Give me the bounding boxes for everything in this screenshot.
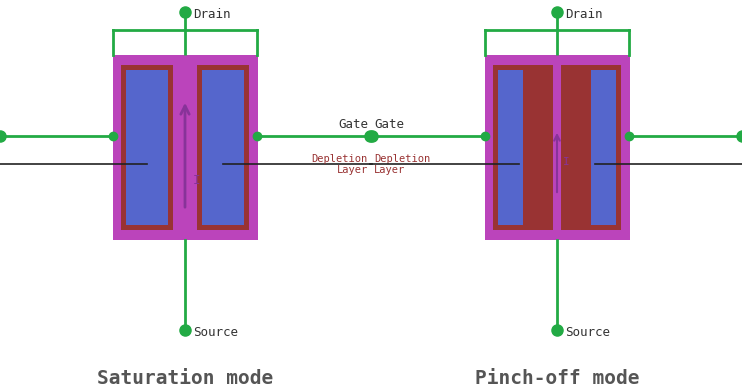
Bar [197, 65, 249, 230]
Bar [202, 70, 244, 225]
Text: Source: Source [565, 326, 610, 338]
Bar [553, 55, 561, 240]
Bar [569, 65, 621, 230]
Text: Saturation mode: Saturation mode [97, 368, 273, 387]
Bar [126, 70, 168, 225]
Text: Drain: Drain [565, 7, 603, 21]
Bar [121, 65, 173, 230]
Bar [498, 70, 523, 225]
Bar [545, 65, 569, 230]
Bar [591, 70, 616, 225]
Text: Depletion
Layer: Depletion Layer [374, 154, 430, 175]
Text: I: I [563, 157, 570, 167]
Text: Gate: Gate [338, 118, 368, 131]
Text: Source: Source [193, 326, 238, 338]
Bar [493, 65, 545, 230]
Bar [113, 55, 258, 240]
Text: Pinch-off mode: Pinch-off mode [475, 368, 640, 387]
Text: Gate: Gate [374, 118, 404, 131]
Bar [485, 55, 630, 240]
Text: Depletion
Layer: Depletion Layer [312, 154, 368, 175]
Text: Drain: Drain [193, 7, 231, 21]
Text: I: I [193, 173, 200, 186]
